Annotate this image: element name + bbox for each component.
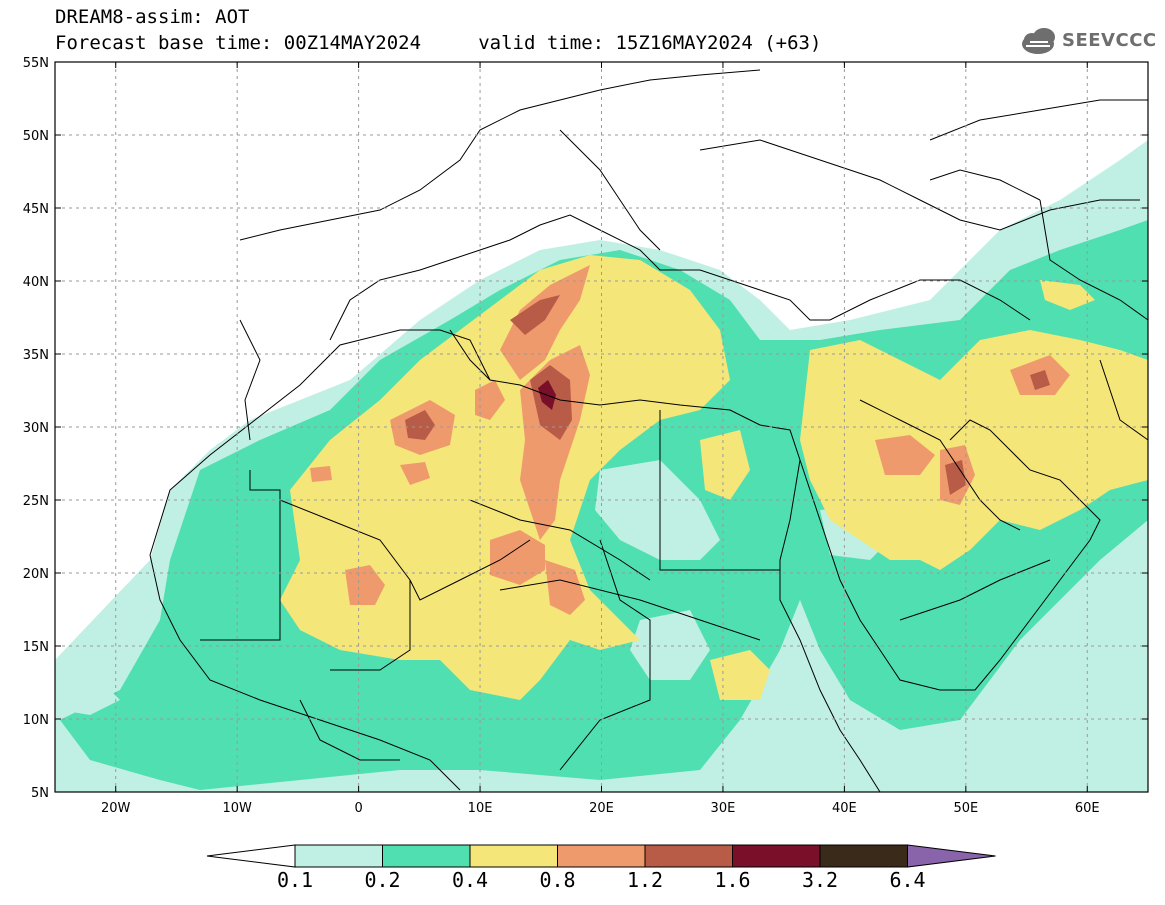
aot-contour-1.2	[405, 410, 435, 440]
aot-contour-0.4	[1040, 280, 1095, 310]
lon-tick-label: 20W	[101, 801, 131, 816]
colorbar-level-label: 1.6	[714, 868, 750, 892]
colorbar-min-arrow	[206, 844, 296, 868]
colorbar-level-label: 3.2	[802, 868, 838, 892]
aot-contour-0.8	[475, 380, 505, 420]
aot-contour-0.4	[710, 650, 770, 700]
aot-contour-0.4	[280, 255, 730, 700]
longitude-axis: 20W 10W 0 10E 20E 30E 40E 50E 60E	[101, 62, 1100, 816]
graticule	[55, 62, 1148, 792]
lat-tick-label: 55N	[23, 56, 49, 71]
lon-tick-label: 10W	[222, 801, 252, 816]
lon-tick-label: 50E	[953, 801, 978, 816]
colorbar-swatch	[294, 844, 383, 868]
aot-contour-1.2	[945, 460, 966, 495]
lat-tick-label: 15N	[23, 640, 49, 655]
lat-tick-label: 20N	[23, 567, 49, 582]
aot-contour-0.8	[345, 565, 385, 605]
latitude-axis: 5N 10N 15N 20N 25N 30N 35N 40N 45N 50N 55N	[23, 56, 1148, 801]
coastlines	[149, 69, 1148, 792]
aot-contour-0.8	[400, 462, 430, 485]
lon-tick-label: 30E	[711, 801, 736, 816]
aot-contour-0.8	[875, 435, 935, 475]
aot-contour-1.2	[1030, 370, 1050, 390]
lon-tick-label: 40E	[832, 801, 857, 816]
aot-contour-0.1-patch	[595, 460, 720, 560]
aot-contour-1.2	[510, 295, 560, 335]
lon-tick-label: 10E	[468, 801, 493, 816]
aot-contour-0.8	[310, 466, 332, 482]
lat-tick-label: 45N	[23, 202, 49, 217]
colorbar-level-label: 0.1	[277, 868, 313, 892]
colorbar-swatch	[469, 844, 558, 868]
seevccc-logo: SEEVCCC	[1062, 30, 1157, 51]
lon-tick-label: 60E	[1075, 801, 1100, 816]
lon-tick-label: 0	[354, 801, 362, 816]
aot-contour-0.1-patch	[60, 680, 120, 715]
lon-tick-label: 20E	[589, 801, 614, 816]
aot-contour-0.4	[800, 330, 1148, 570]
aot-contour-0.8	[500, 265, 590, 380]
aot-contour-0.4	[700, 430, 750, 500]
colorbar-level-label: 0.4	[452, 868, 488, 892]
lat-tick-label: 10N	[23, 713, 49, 728]
colorbar-level-label: 6.4	[889, 868, 925, 892]
colorbar-max-arrow	[907, 844, 996, 868]
colorbar-level-label: 0.2	[364, 868, 400, 892]
colorbar-swatch	[732, 844, 821, 868]
lat-tick-label: 25N	[23, 494, 49, 509]
colorbar-swatch	[819, 844, 908, 868]
colorbar-swatch	[557, 844, 646, 868]
lat-tick-label: 5N	[31, 786, 49, 801]
lat-tick-label: 50N	[23, 129, 49, 144]
aot-contour-0.8	[490, 530, 545, 585]
lat-tick-label: 30N	[23, 421, 49, 436]
colorbar-swatch	[644, 844, 733, 868]
colorbar-level-label: 0.8	[539, 868, 575, 892]
colorbar: 0.1 0.2 0.4 0.8 1.2 1.6 3.2 6.4	[206, 844, 996, 892]
map-title: DREAM8-assim: AOT	[55, 6, 250, 28]
cloud-icon	[1022, 28, 1055, 54]
colorbar-swatch	[382, 844, 471, 868]
aot-contour-0.8	[545, 560, 585, 615]
forecast-time-subtitle: Forecast base time: 00Z14MAY2024 valid t…	[55, 32, 822, 54]
lat-tick-label: 40N	[23, 275, 49, 290]
colorbar-level-label: 1.2	[627, 868, 663, 892]
lat-tick-label: 35N	[23, 348, 49, 363]
